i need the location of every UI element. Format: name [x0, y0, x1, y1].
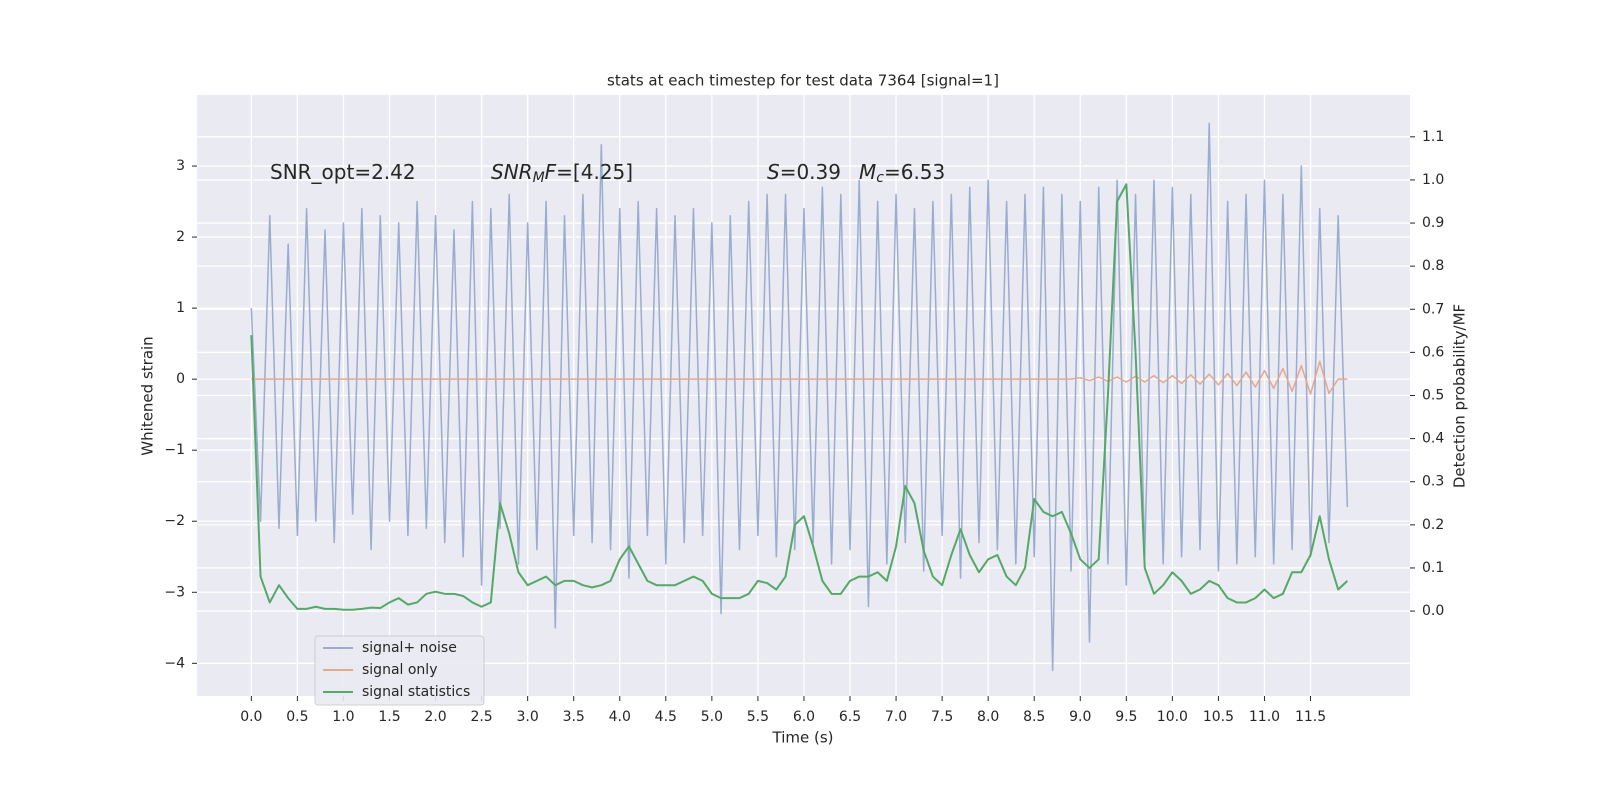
y-tick-label: −3: [164, 584, 185, 600]
x-tick-label: 8.5: [1023, 709, 1045, 725]
y-tick-label: −2: [164, 513, 185, 529]
x-tick-label: 3.0: [517, 709, 539, 725]
x-tick-label: 3.5: [563, 709, 585, 725]
y2-tick-label: 0.4: [1422, 431, 1444, 447]
annotation-text: =6.53: [884, 160, 945, 184]
y2-tick-label: 0.6: [1422, 344, 1444, 360]
legend-label: signal statistics: [362, 684, 470, 700]
annotation-text: SNR_opt=2.42: [270, 160, 416, 184]
x-axis-label: Time (s): [772, 729, 834, 747]
x-tick-label: 5.0: [701, 709, 723, 725]
x-tick-label: 1.0: [332, 709, 354, 725]
annotation-text: F: [545, 160, 557, 184]
y2-tick-label: 0.7: [1422, 301, 1444, 317]
x-tick-label: 2.5: [470, 709, 492, 725]
x-tick-label: 5.5: [747, 709, 769, 725]
y-tick-label: 3: [176, 158, 185, 174]
annotation-subscript: c: [876, 170, 884, 186]
x-tick-label: 11.5: [1295, 709, 1326, 725]
y2-axis-label: Detection probability/MF: [1451, 304, 1469, 488]
x-tick-label: 9.0: [1069, 709, 1091, 725]
legend-label: signal only: [362, 662, 437, 678]
y2-tick-label: 0.0: [1422, 603, 1444, 619]
x-tick-label: 11.0: [1249, 709, 1280, 725]
annotation-text: =[4.25]: [556, 160, 633, 184]
annotation-text: M: [859, 160, 876, 184]
y-tick-label: 1: [176, 300, 185, 316]
y2-tick-label: 0.9: [1422, 215, 1444, 231]
y2-tick-label: 0.3: [1422, 474, 1444, 490]
y-tick-label: −1: [164, 442, 185, 458]
y-axis-label: Whitened strain: [139, 336, 157, 455]
chart-title: stats at each timestep for test data 736…: [607, 72, 999, 90]
x-tick-label: 8.0: [977, 709, 999, 725]
series-line: [250, 183, 1349, 611]
x-tick-label: 9.5: [1115, 709, 1137, 725]
legend-box: [314, 635, 485, 706]
annotation-text: S: [767, 160, 780, 184]
y2-tick-label: 1.1: [1422, 129, 1444, 145]
legend-label: signal+ noise: [362, 640, 457, 656]
x-tick-label: 10.5: [1203, 709, 1234, 725]
annotation-text: SNR: [491, 160, 533, 184]
y-tick-label: −4: [164, 655, 185, 671]
series-line: [251, 360, 1348, 395]
y2-tick-label: 0.1: [1422, 560, 1444, 576]
annotation: SNRMF=[4.25]: [491, 160, 633, 187]
annotation: S=0.39: [767, 160, 841, 184]
y2-tick-label: 0.8: [1422, 258, 1444, 274]
y-tick-label: 0: [176, 371, 185, 387]
annotation-subscript: M: [533, 170, 545, 186]
y2-tick-label: 0.5: [1422, 388, 1444, 404]
annotation: Mc=6.53: [859, 160, 945, 187]
annotation-text: =0.39: [780, 160, 841, 184]
x-tick-label: 6.0: [793, 709, 815, 725]
y2-tick-label: 1.0: [1422, 172, 1444, 188]
x-tick-label: 7.0: [885, 709, 907, 725]
x-tick-label: 2.0: [424, 709, 446, 725]
x-tick-label: 4.0: [609, 709, 631, 725]
x-tick-label: 10.0: [1157, 709, 1188, 725]
x-tick-label: 6.5: [839, 709, 861, 725]
x-tick-label: 4.5: [655, 709, 677, 725]
x-tick-label: 1.5: [378, 709, 400, 725]
x-tick-label: 0.5: [286, 709, 308, 725]
x-tick-label: 7.5: [931, 709, 953, 725]
x-tick-label: 0.0: [240, 709, 262, 725]
y-tick-label: 2: [176, 229, 185, 245]
y2-tick-label: 0.2: [1422, 517, 1444, 533]
annotation: SNR_opt=2.42: [270, 160, 416, 184]
